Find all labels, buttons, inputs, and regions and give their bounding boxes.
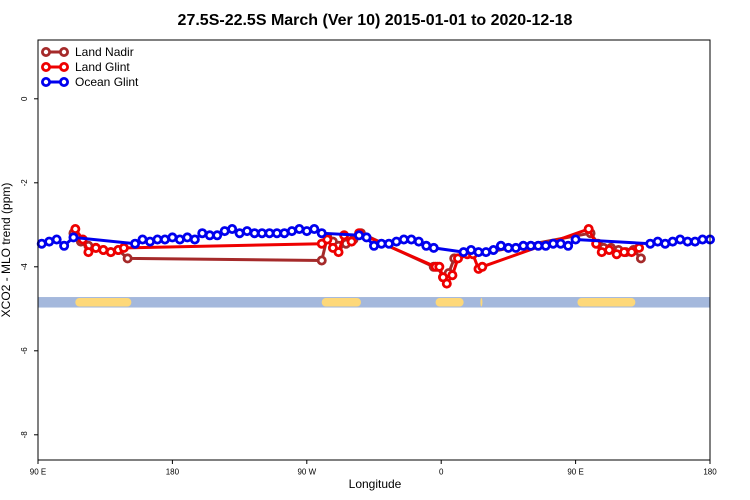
legend-item-land-nadir: Land Nadir — [41, 45, 134, 59]
data-point-land-glint — [70, 223, 81, 234]
legend-marker — [59, 47, 70, 58]
data-point-ocean-glint — [316, 228, 327, 239]
land-band-4 — [577, 298, 636, 307]
x-tick-label: 90 W — [297, 468, 316, 477]
data-point-ocean-glint — [309, 223, 320, 234]
legend-label: Ocean Glint — [75, 75, 139, 89]
data-point-land-glint — [452, 253, 463, 264]
data-point-ocean-glint — [130, 238, 141, 249]
data-point-ocean-glint — [428, 242, 439, 253]
data-point-land-glint — [477, 261, 488, 272]
data-point-land-glint — [118, 242, 129, 253]
data-point-ocean-glint — [68, 232, 79, 243]
data-point-ocean-glint — [361, 232, 372, 243]
data-point-ocean-glint — [51, 234, 62, 245]
data-point-land-nadir — [122, 253, 133, 264]
land-band-1 — [321, 298, 361, 307]
data-point-land-glint — [441, 278, 452, 289]
data-point-land-glint — [333, 247, 344, 258]
data-point-ocean-glint — [488, 244, 499, 255]
x-tick-label: 180 — [703, 468, 717, 477]
data-point-land-glint — [434, 261, 445, 272]
y-tick-label: -8 — [20, 431, 29, 439]
legend-marker — [41, 62, 52, 73]
data-point-ocean-glint — [212, 230, 223, 241]
data-point-land-nadir — [316, 255, 327, 266]
data-point-land-glint — [83, 247, 94, 258]
plot-frame — [37, 39, 711, 461]
legend-marker — [41, 77, 52, 88]
data-point-land-glint — [626, 247, 637, 258]
x-tick-label: 90 E — [567, 468, 583, 477]
data-point-land-glint — [604, 244, 615, 255]
data-point-land-glint — [583, 223, 594, 234]
data-point-land-nadir — [635, 253, 646, 264]
series-layer — [36, 223, 716, 289]
legend-item-ocean-glint: Ocean Glint — [41, 75, 139, 89]
data-point-land-glint — [634, 242, 645, 253]
data-point-ocean-glint — [563, 240, 574, 251]
x-tick-label: 90 E — [30, 468, 46, 477]
land-sea-band — [38, 297, 710, 308]
legend-marker — [41, 47, 52, 58]
y-tick-label: 0 — [20, 96, 29, 101]
land-band-3 — [480, 298, 483, 307]
y-axis-label: XCO2 - MLO trend (ppm) — [0, 183, 13, 318]
data-point-ocean-glint — [189, 234, 200, 245]
x-axis-label: Longitude — [349, 477, 402, 491]
y-tick-label: -2 — [20, 179, 29, 187]
land-band-0 — [75, 298, 132, 307]
data-point-land-glint — [346, 236, 357, 247]
y-tick-label: -6 — [20, 347, 29, 355]
series-ocean-glint — [36, 223, 716, 258]
legend-label: Land Glint — [75, 60, 130, 74]
legend-label: Land Nadir — [75, 45, 134, 59]
chart-title: 27.5S-22.5S March (Ver 10) 2015-01-01 to… — [178, 12, 573, 29]
data-point-ocean-glint — [227, 223, 238, 234]
land-band-2 — [435, 298, 464, 307]
data-point-ocean-glint — [570, 234, 581, 245]
data-point-ocean-glint — [413, 236, 424, 247]
legend-item-land-glint: Land Glint — [41, 60, 130, 74]
x-tick-label: 0 — [439, 468, 444, 477]
y-tick-label: -4 — [20, 263, 29, 271]
x-tick-label: 180 — [166, 468, 180, 477]
data-point-ocean-glint — [59, 240, 70, 251]
legend-marker — [59, 62, 70, 73]
data-point-land-glint — [447, 270, 458, 281]
legend-marker — [59, 77, 70, 88]
x-axis: 90 E 180 90 W 0 90 E 180 — [30, 460, 717, 477]
y-axis: 0 -2 -4 -6 -8 — [20, 96, 38, 438]
data-point-land-glint — [322, 234, 333, 245]
sea-band — [38, 297, 710, 308]
